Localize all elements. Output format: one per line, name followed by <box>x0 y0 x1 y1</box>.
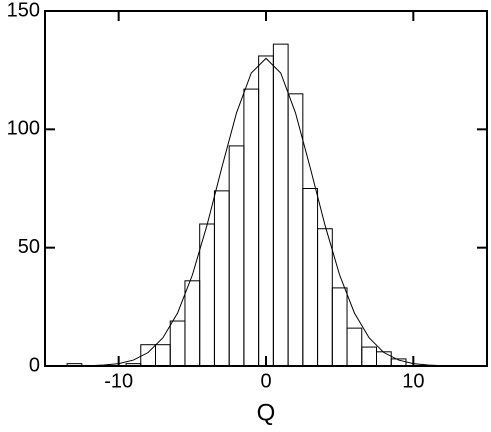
bar <box>258 55 274 367</box>
y-tick-label: 100 <box>7 118 40 140</box>
bar <box>243 88 260 367</box>
bar <box>184 280 201 367</box>
y-tick-label: 150 <box>7 0 40 21</box>
bar <box>169 320 186 367</box>
bar <box>213 190 230 367</box>
bar <box>228 145 245 367</box>
bar <box>272 43 289 367</box>
bar <box>376 351 392 367</box>
y-tick-label: 50 <box>18 236 40 258</box>
bar <box>361 346 377 367</box>
bar <box>199 223 215 367</box>
fit-curve <box>89 57 443 367</box>
x-tick-label: 0 <box>260 370 271 392</box>
plot-frame <box>44 10 488 367</box>
x-tick-label: 10 <box>402 370 424 392</box>
y-tick-label: 0 <box>29 354 40 376</box>
bar <box>287 93 304 367</box>
x-axis-label: Q <box>257 399 276 426</box>
bar <box>331 287 348 367</box>
bar <box>346 327 363 367</box>
x-tick-label: -10 <box>104 370 133 392</box>
bar <box>302 188 319 367</box>
bar <box>317 228 333 367</box>
bar <box>155 344 171 367</box>
